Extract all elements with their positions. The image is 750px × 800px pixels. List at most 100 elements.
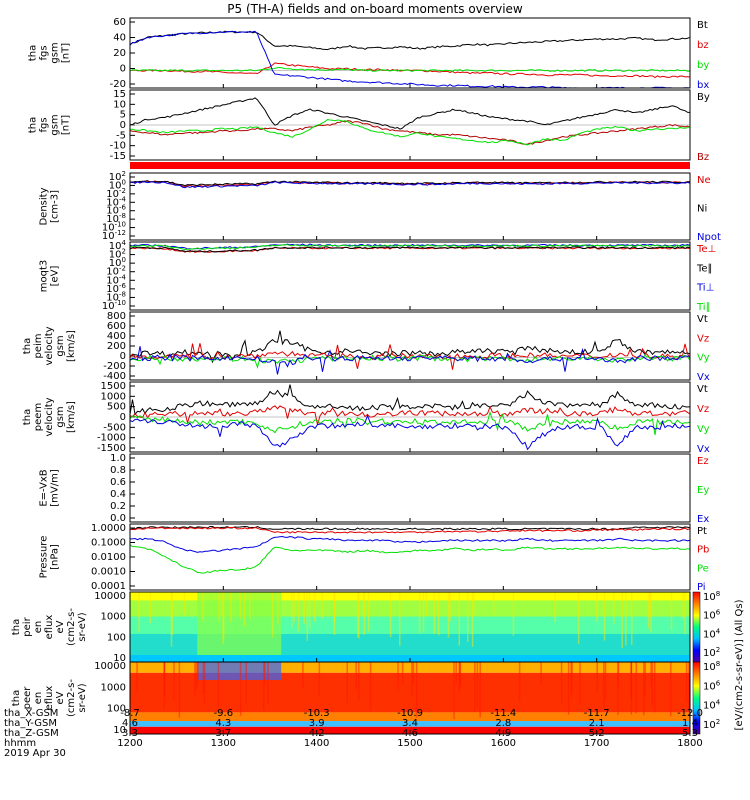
series-line-By <box>129 97 691 130</box>
spectrogram-band <box>130 662 690 673</box>
y-tick-label: 600 <box>107 321 126 332</box>
spectrogram-streak <box>458 592 461 646</box>
spectrogram-streak <box>570 662 572 698</box>
footer-row-label: tha_X-GSM <box>4 708 59 719</box>
spectrogram-streak <box>479 662 481 718</box>
series-line-Pb <box>129 526 691 534</box>
y-axis-label: tha <box>11 690 22 706</box>
footer-value: 3.7 <box>215 728 232 739</box>
colorbar-tick-label: 102 <box>703 718 720 731</box>
y-tick-label: 10-10 <box>102 221 126 234</box>
y-tick-label: 500 <box>107 402 126 413</box>
spectrogram-streak <box>596 592 598 622</box>
panel-temperature: moqt3 [eV] Te⊥ Te∥ Ti⊥ Ti∥ <box>39 241 716 313</box>
spectrogram-streak <box>398 592 401 646</box>
y-axis-label: eV <box>55 620 66 633</box>
footer-value: 3.9 <box>308 718 325 729</box>
y-axis-label: eV <box>55 691 66 704</box>
y-tick-label: 0.0 <box>110 513 126 524</box>
spectrogram-streak <box>293 592 295 622</box>
spectrogram-streak <box>650 662 652 687</box>
y-tick-label: 102 <box>109 170 126 183</box>
legend-label: bx <box>697 80 709 91</box>
spectrogram-streak <box>218 592 220 622</box>
colorbar-tick-label: 104 <box>703 627 721 640</box>
y-axis-label: en <box>33 692 44 705</box>
y-tick-label: 104 <box>109 239 127 252</box>
series-line-Vx <box>129 346 691 375</box>
y-axis-label: velocity <box>44 397 55 436</box>
legend-label: Vz <box>697 404 709 415</box>
spectrogram-streak <box>653 662 656 713</box>
y-tick-label: -200 <box>103 361 126 372</box>
footer-row-label: tha_Z-GSM <box>4 728 59 739</box>
y-tick-label: 10-12 <box>102 229 126 242</box>
colorbar <box>692 661 701 735</box>
spectrogram-streak <box>433 592 436 634</box>
colorbar-tick-label: 102 <box>703 646 720 659</box>
series-line-Vt <box>129 384 691 416</box>
footer-value: 3.4 <box>402 718 418 729</box>
y-tick-label: 0.6 <box>110 477 126 488</box>
panel-frame <box>129 453 691 523</box>
series-line-Vx <box>129 414 691 451</box>
y-axis-label: gsm <box>50 114 61 135</box>
figure-title: P5 (TH-A) fields and on-board moments ov… <box>227 2 523 16</box>
legend-label: Pt <box>697 526 707 537</box>
spectrogram-streak <box>518 662 521 702</box>
spectrogram-streak <box>267 662 269 704</box>
panel-peer_flux: tha peer en eflux eV (cm2-s-sr-eV) <box>11 661 691 735</box>
legend-label: Vz <box>697 333 709 344</box>
legend-label: Vy <box>697 424 710 435</box>
series-line-Bt <box>129 30 691 51</box>
panel-fgs_gsm: tha fgs gsm [nT] Bt bz by bx <box>28 17 709 91</box>
y-tick-label: 10 <box>113 653 126 664</box>
spectrogram-streak <box>245 662 248 704</box>
y-tick-label: 10000 <box>94 661 126 672</box>
legend-label: Vt <box>697 314 708 325</box>
spectrogram-streak <box>411 662 413 697</box>
spectrogram-streak <box>358 662 360 701</box>
legend-label: Bt <box>697 20 708 31</box>
y-axis-label: [km/s] <box>66 401 77 433</box>
spectrogram-streak <box>453 662 455 720</box>
spectrogram-streak <box>346 662 348 704</box>
legend-label: bz <box>697 40 709 51</box>
y-axis-label: [mV/m] <box>50 469 61 507</box>
y-tick-label: 10-4 <box>106 273 126 286</box>
spectrogram-streak <box>202 592 204 622</box>
spectrogram-streak <box>217 662 220 707</box>
panel-frame <box>129 311 691 381</box>
spectrogram-streak <box>290 592 293 628</box>
footer-value: 4.9 <box>495 728 512 739</box>
spectrogram-streak <box>571 662 573 694</box>
y-tick-label: -10 <box>110 141 126 152</box>
footer-row-label: hhmm <box>4 738 37 749</box>
y-axis-label: gsm <box>55 335 66 356</box>
spectrogram-streak <box>604 662 607 701</box>
series-line-Pe <box>129 544 691 574</box>
spectrogram-streak <box>649 592 651 619</box>
footer-value: 1300 <box>210 738 237 749</box>
spectrogram-streak <box>369 662 372 711</box>
series-line-Vz <box>129 343 691 370</box>
spectrogram-streak <box>277 592 279 624</box>
spectrogram-streak <box>471 592 474 647</box>
y-tick-label: 10-4 <box>106 195 126 208</box>
spectrogram-streak <box>467 592 469 642</box>
footer-value: 2.1 <box>588 718 605 729</box>
y-tick-label: 0.8 <box>110 465 126 476</box>
spectrogram-band <box>130 592 690 601</box>
legend-label: By <box>697 92 710 103</box>
y-tick-label: -500 <box>103 422 126 433</box>
spectrogram-band <box>130 712 690 722</box>
footer-value: 1800 <box>677 738 703 749</box>
spectrogram-streak <box>512 592 515 636</box>
y-tick-label: 10 <box>113 725 126 736</box>
y-axis-label: en <box>33 621 44 634</box>
spectrogram-streak <box>401 662 404 684</box>
spectrogram-streak <box>197 662 199 687</box>
spectrogram-streak <box>560 662 563 705</box>
spectrogram-streak <box>194 662 196 697</box>
y-tick-label: -1000 <box>97 433 126 444</box>
